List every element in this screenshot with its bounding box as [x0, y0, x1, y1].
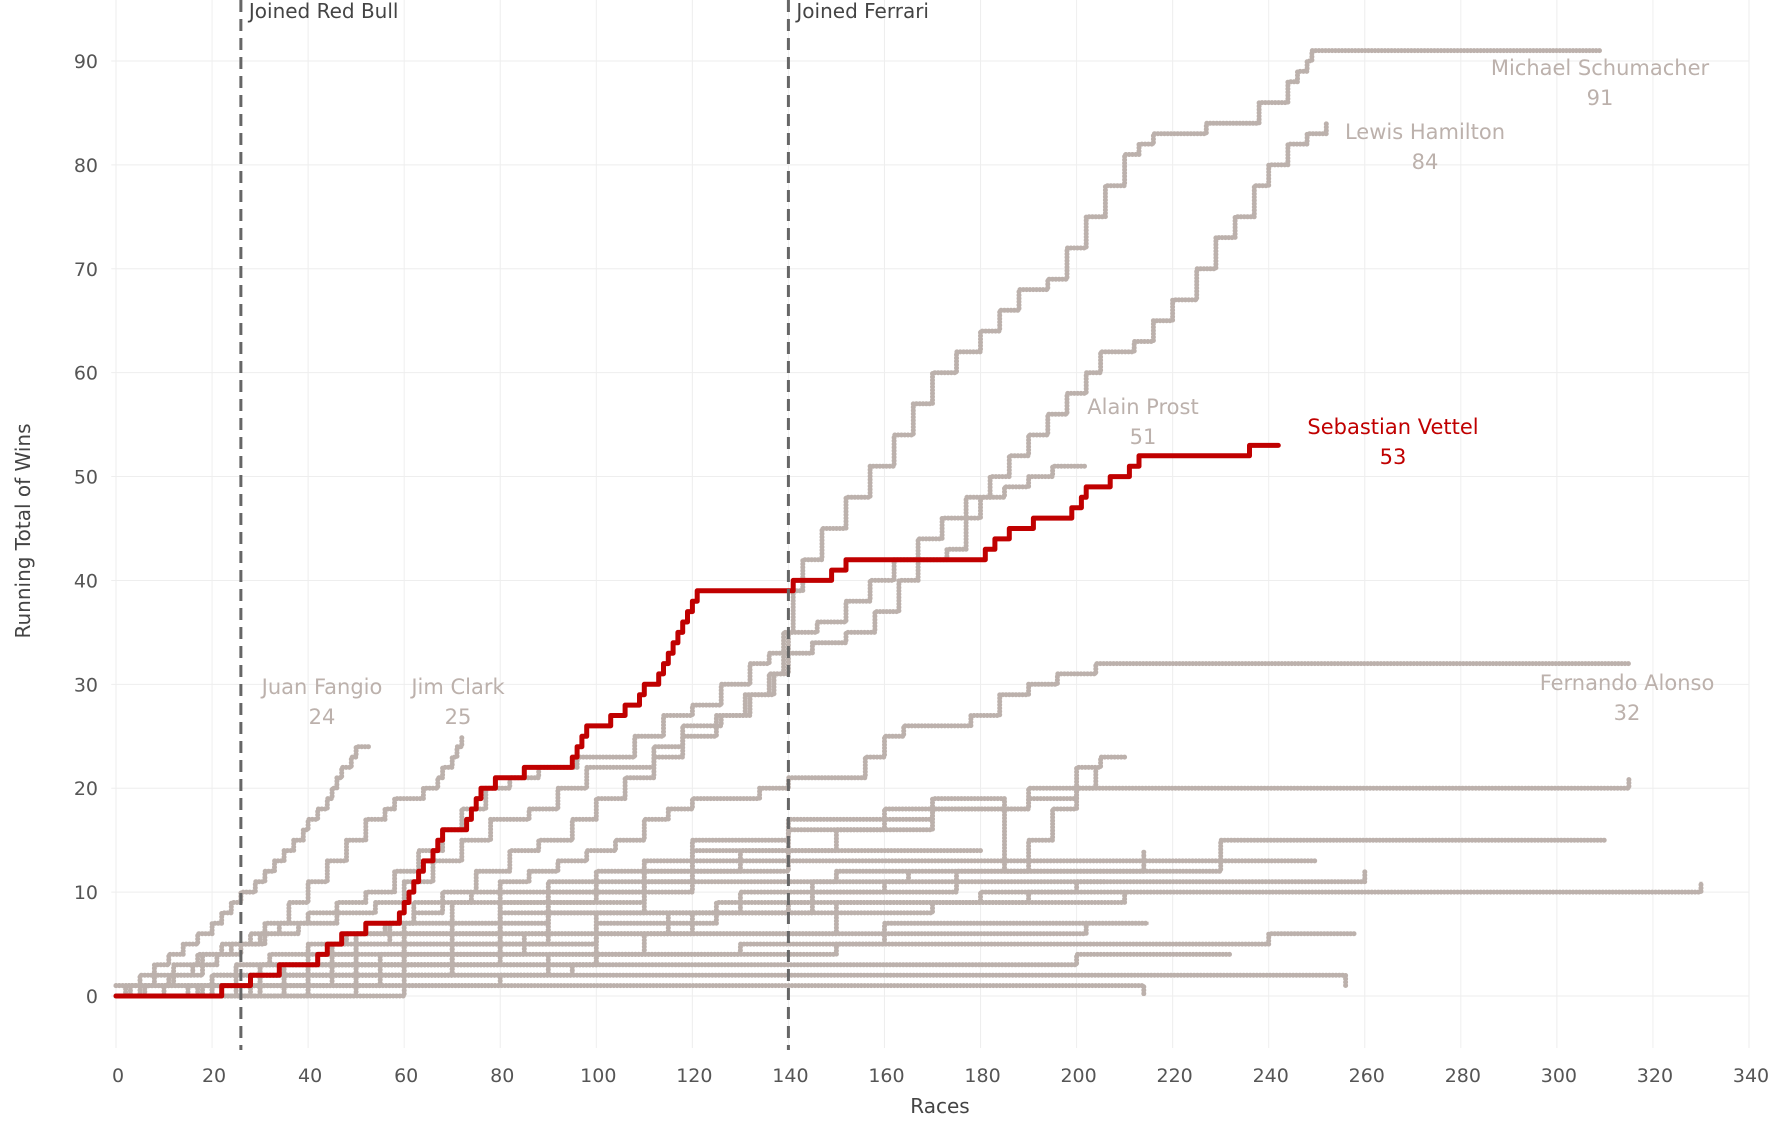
- series-line: [113, 463, 1089, 999]
- x-tick-label: 0: [112, 1065, 124, 1087]
- highlight-series: [113, 442, 1281, 999]
- driver-name-label: Juan Fangio: [260, 675, 383, 699]
- y-tick-label: 60: [74, 363, 98, 385]
- series-line-core: [116, 850, 1146, 998]
- x-tick-label: 180: [964, 1065, 1000, 1087]
- x-tick-label: 20: [202, 1065, 226, 1087]
- driver-total-label: 91: [1587, 86, 1614, 110]
- series-line-core: [116, 49, 1601, 998]
- driver-name-label: Jim Clark: [409, 675, 505, 699]
- x-tick-label: 40: [298, 1065, 322, 1087]
- x-tick-label: 200: [1060, 1065, 1096, 1087]
- series-line-core: [116, 464, 1087, 998]
- x-tick-label: 80: [490, 1065, 514, 1087]
- x-tick-label: 280: [1445, 1065, 1481, 1087]
- y-tick-label: 90: [74, 51, 98, 73]
- x-tick-label: 260: [1349, 1065, 1385, 1087]
- series-line-core: [116, 767, 1098, 998]
- driver-name-label: Sebastian Vettel: [1307, 415, 1478, 439]
- y-tick-label: 0: [86, 986, 98, 1008]
- series-line: [113, 754, 1128, 999]
- reference-label: Joined Red Bull: [247, 0, 399, 23]
- x-tick-label: 60: [394, 1065, 418, 1087]
- y-axis: 0 10 20 30 40 50 60 70 80 90: [74, 51, 98, 1008]
- y-tick-label: 40: [74, 570, 98, 592]
- y-tick-label: 20: [74, 778, 98, 800]
- driver-name-label: Alain Prost: [1087, 395, 1198, 419]
- series-line: [113, 48, 1603, 999]
- y-tick-label: 30: [74, 674, 98, 696]
- x-axis: 0 20 40 60 80 100 120 140 160 180 200 220 240 260 280 3…: [112, 1065, 1769, 1087]
- series-line-core: [116, 984, 1146, 998]
- series-line-core: [116, 755, 1125, 998]
- y-axis-title: Running Total of Wins: [11, 424, 35, 639]
- y-tick-label: 80: [74, 155, 98, 177]
- driver-total-label: 84: [1412, 150, 1439, 174]
- vettel-line: [113, 442, 1281, 999]
- x-tick-label: 100: [580, 1065, 616, 1087]
- x-tick-label: 140: [772, 1065, 808, 1087]
- series-line-core: [116, 736, 464, 998]
- driver-total-label: 32: [1614, 701, 1641, 725]
- driver-total-label: 25: [445, 705, 472, 729]
- driver-total-label: 51: [1130, 425, 1157, 449]
- y-tick-label: 70: [74, 259, 98, 281]
- x-axis-title: Races: [910, 1094, 969, 1118]
- x-tick-label: 120: [676, 1065, 712, 1087]
- x-tick-label: 320: [1637, 1065, 1673, 1087]
- driver-total-label: 24: [309, 705, 336, 729]
- y-tick-label: 10: [74, 882, 98, 904]
- driver-labels: Michael Schumacher 91 Lewis Hamilton 84 Alai…: [260, 56, 1715, 729]
- driver-name-label: Fernando Alonso: [1540, 671, 1715, 695]
- reference-lines: Joined Red Bull Joined Ferrari: [239, 0, 929, 1050]
- x-tick-label: 300: [1541, 1065, 1577, 1087]
- x-tick-label: 160: [868, 1065, 904, 1087]
- x-tick-label: 340: [1733, 1065, 1769, 1087]
- y-tick-label: 50: [74, 467, 98, 489]
- reference-label: Joined Ferrari: [794, 0, 929, 23]
- series-line-core: [116, 123, 1328, 998]
- driver-name-label: Michael Schumacher: [1491, 56, 1710, 80]
- driver-total-label: 53: [1380, 445, 1407, 469]
- driver-name-label: Lewis Hamilton: [1345, 120, 1505, 144]
- x-tick-label: 220: [1157, 1065, 1193, 1087]
- x-tick-label: 240: [1253, 1065, 1289, 1087]
- series-lines: [113, 48, 1704, 999]
- series-line-core: [116, 745, 371, 998]
